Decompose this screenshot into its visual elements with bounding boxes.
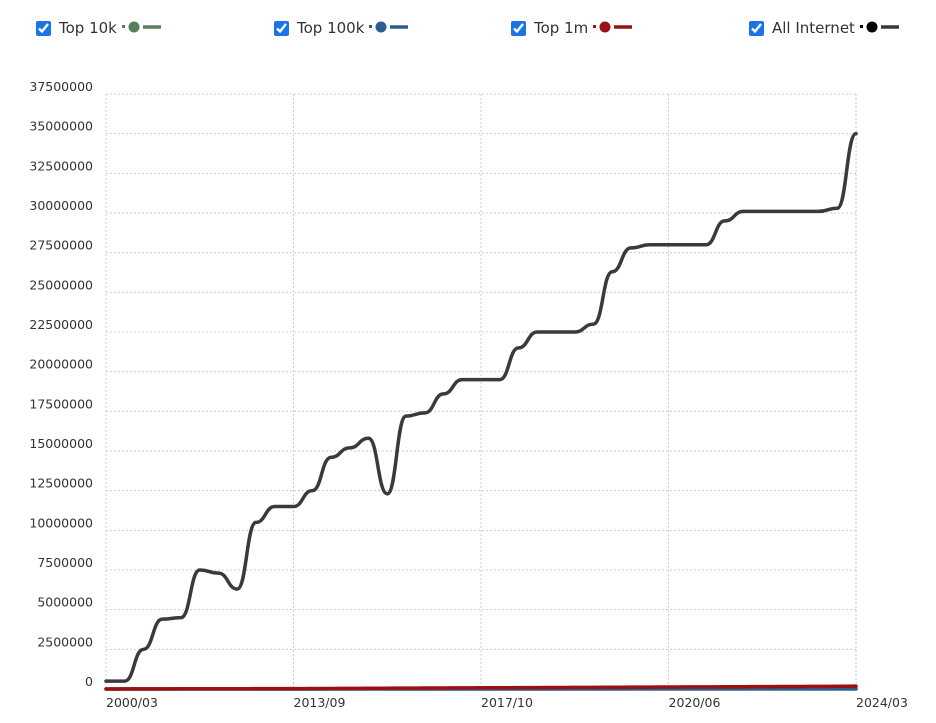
legend-marker <box>599 21 611 33</box>
legend-icon <box>121 21 161 33</box>
legend-dot <box>369 25 373 28</box>
legend-item[interactable]: Top 10k <box>36 19 163 37</box>
x-tick-label: 2020/06 <box>669 695 721 710</box>
legend-label: Top 100k <box>297 19 365 37</box>
legend-marker <box>866 21 878 33</box>
y-tick-label: 0 <box>85 674 93 689</box>
legend-label: Top 1m <box>534 19 589 37</box>
legend-checkbox[interactable] <box>274 20 289 36</box>
y-tick-label: 2500000 <box>37 634 93 649</box>
y-tick-label: 30000000 <box>29 198 93 213</box>
y-tick-label: 32500000 <box>29 158 93 173</box>
x-tick-label: 2000/03 <box>106 695 158 710</box>
legend-checkbox[interactable] <box>36 20 51 36</box>
legend-icon <box>369 21 409 33</box>
legend-dot <box>859 25 863 28</box>
x-tick-label: 2013/09 <box>294 695 346 710</box>
legend-marker <box>375 21 387 33</box>
y-tick-label: 17500000 <box>29 396 93 411</box>
y-tick-label: 22500000 <box>29 317 93 332</box>
x-tick-label: 2024/03 <box>856 695 908 710</box>
legend-dot <box>593 25 597 28</box>
legend-item[interactable]: Top 100k <box>274 19 410 37</box>
legend-icon <box>593 21 633 33</box>
y-tick-label: 7500000 <box>37 555 93 570</box>
y-tick-label: 20000000 <box>29 357 93 372</box>
series-line <box>104 684 858 691</box>
legend-marker <box>128 21 140 33</box>
y-tick-label: 25000000 <box>29 277 93 292</box>
y-tick-label: 15000000 <box>29 436 93 451</box>
series-line <box>104 131 858 683</box>
y-tick-label: 37500000 <box>29 79 93 94</box>
y-tick-label: 35000000 <box>29 119 93 134</box>
legend-item[interactable]: All Internet <box>749 19 901 37</box>
legend-label: All Internet <box>772 19 855 37</box>
y-tick-label: 10000000 <box>29 515 93 530</box>
y-tick-label: 5000000 <box>37 595 93 610</box>
legend-icon <box>859 21 899 33</box>
legend-dot <box>121 25 125 28</box>
legend-checkbox[interactable] <box>749 20 764 36</box>
legend-label: Top 10k <box>59 19 117 37</box>
x-tick-label: 2017/10 <box>481 695 533 710</box>
legend-checkbox[interactable] <box>511 20 526 36</box>
y-tick-label: 12500000 <box>29 476 93 491</box>
legend-item[interactable]: Top 1m <box>511 19 634 37</box>
y-tick-label: 27500000 <box>29 238 93 253</box>
